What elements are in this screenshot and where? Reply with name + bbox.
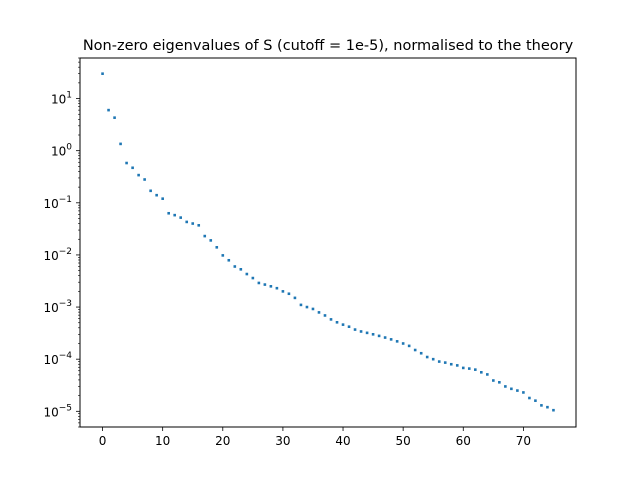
data-point bbox=[401, 342, 405, 345]
data-point bbox=[353, 328, 357, 331]
x-axis: 0 10 20 30 40 50 60 70 bbox=[99, 427, 531, 448]
data-point bbox=[263, 283, 267, 286]
data-point bbox=[534, 399, 537, 402]
data-point bbox=[395, 340, 399, 343]
x-tick-label: 60 bbox=[456, 434, 471, 448]
data-point bbox=[215, 246, 219, 249]
data-point bbox=[419, 351, 423, 355]
data-point bbox=[347, 325, 351, 328]
y-axis: 10−5 10−4 10−3 10−2 10−1 100 101 bbox=[43, 57, 80, 428]
data-point bbox=[413, 348, 417, 352]
data-point bbox=[221, 254, 225, 257]
data-point bbox=[455, 364, 459, 367]
plot-frame bbox=[79, 57, 577, 428]
data-point bbox=[113, 116, 116, 119]
data-point bbox=[365, 331, 369, 335]
data-point bbox=[474, 368, 477, 371]
data-point bbox=[179, 216, 182, 219]
data-point bbox=[522, 391, 525, 394]
data-point bbox=[486, 373, 489, 376]
data-point bbox=[137, 173, 140, 177]
data-point bbox=[437, 360, 441, 363]
data-point bbox=[161, 197, 164, 200]
y-tick-label: 10−4 bbox=[43, 351, 72, 367]
data-points bbox=[101, 72, 555, 412]
data-point bbox=[323, 314, 327, 317]
data-point bbox=[528, 396, 531, 400]
data-point bbox=[359, 330, 363, 333]
data-point bbox=[389, 338, 393, 341]
data-point bbox=[149, 189, 152, 193]
data-point bbox=[443, 361, 447, 364]
data-point bbox=[425, 355, 429, 359]
data-point bbox=[467, 367, 471, 370]
data-point bbox=[335, 321, 339, 324]
y-tick-label: 100 bbox=[51, 143, 72, 159]
x-tick-label: 20 bbox=[215, 434, 230, 448]
data-point bbox=[239, 268, 243, 271]
data-point bbox=[492, 379, 495, 382]
x-tick-label: 50 bbox=[396, 434, 411, 448]
data-point bbox=[125, 161, 128, 165]
data-point bbox=[293, 296, 297, 300]
data-point bbox=[233, 265, 237, 268]
data-point bbox=[341, 323, 345, 326]
data-point bbox=[552, 408, 555, 412]
chart-title: Non-zero eigenvalues of S (cutoff = 1e-5… bbox=[83, 38, 574, 54]
data-point bbox=[209, 239, 213, 242]
y-tick-label: 101 bbox=[51, 91, 72, 107]
data-point bbox=[167, 211, 170, 215]
data-point bbox=[510, 387, 513, 391]
x-tick-label: 10 bbox=[155, 434, 170, 448]
x-tick-label: 70 bbox=[516, 434, 531, 448]
data-point bbox=[329, 318, 333, 321]
data-point bbox=[143, 178, 146, 181]
data-point bbox=[449, 362, 453, 366]
data-point bbox=[269, 285, 273, 288]
data-point bbox=[275, 286, 279, 290]
data-point bbox=[227, 258, 231, 262]
data-point bbox=[155, 193, 158, 197]
data-point bbox=[305, 305, 309, 309]
data-point bbox=[287, 292, 291, 296]
data-point bbox=[540, 404, 543, 407]
data-point bbox=[119, 142, 122, 146]
data-point bbox=[371, 333, 375, 336]
data-point bbox=[185, 220, 189, 224]
data-point bbox=[281, 290, 285, 293]
data-point bbox=[383, 336, 387, 339]
y-tick-label: 10−2 bbox=[43, 247, 72, 263]
data-point bbox=[311, 307, 315, 311]
data-point bbox=[245, 272, 249, 276]
data-point bbox=[191, 222, 195, 225]
data-point bbox=[377, 334, 381, 338]
data-point bbox=[173, 213, 176, 217]
data-point bbox=[131, 166, 134, 170]
y-tick-label: 10−5 bbox=[43, 403, 72, 419]
data-point bbox=[431, 357, 435, 361]
data-point bbox=[203, 234, 207, 238]
data-point bbox=[257, 281, 261, 285]
y-tick-label: 10−1 bbox=[43, 195, 72, 211]
data-point bbox=[251, 276, 255, 280]
data-point bbox=[504, 385, 507, 388]
data-point bbox=[546, 405, 549, 409]
data-point bbox=[461, 366, 465, 370]
data-point bbox=[101, 72, 104, 75]
data-point bbox=[498, 381, 501, 384]
data-point bbox=[317, 311, 321, 314]
x-tick-label: 0 bbox=[99, 434, 107, 448]
data-point bbox=[107, 108, 110, 112]
x-tick-label: 40 bbox=[335, 434, 350, 448]
y-tick-label: 10−3 bbox=[43, 299, 72, 315]
data-point bbox=[299, 303, 303, 307]
data-point bbox=[407, 344, 411, 348]
data-point bbox=[197, 224, 201, 227]
data-point bbox=[480, 371, 483, 374]
data-point bbox=[516, 389, 519, 392]
x-tick-label: 30 bbox=[275, 434, 290, 448]
